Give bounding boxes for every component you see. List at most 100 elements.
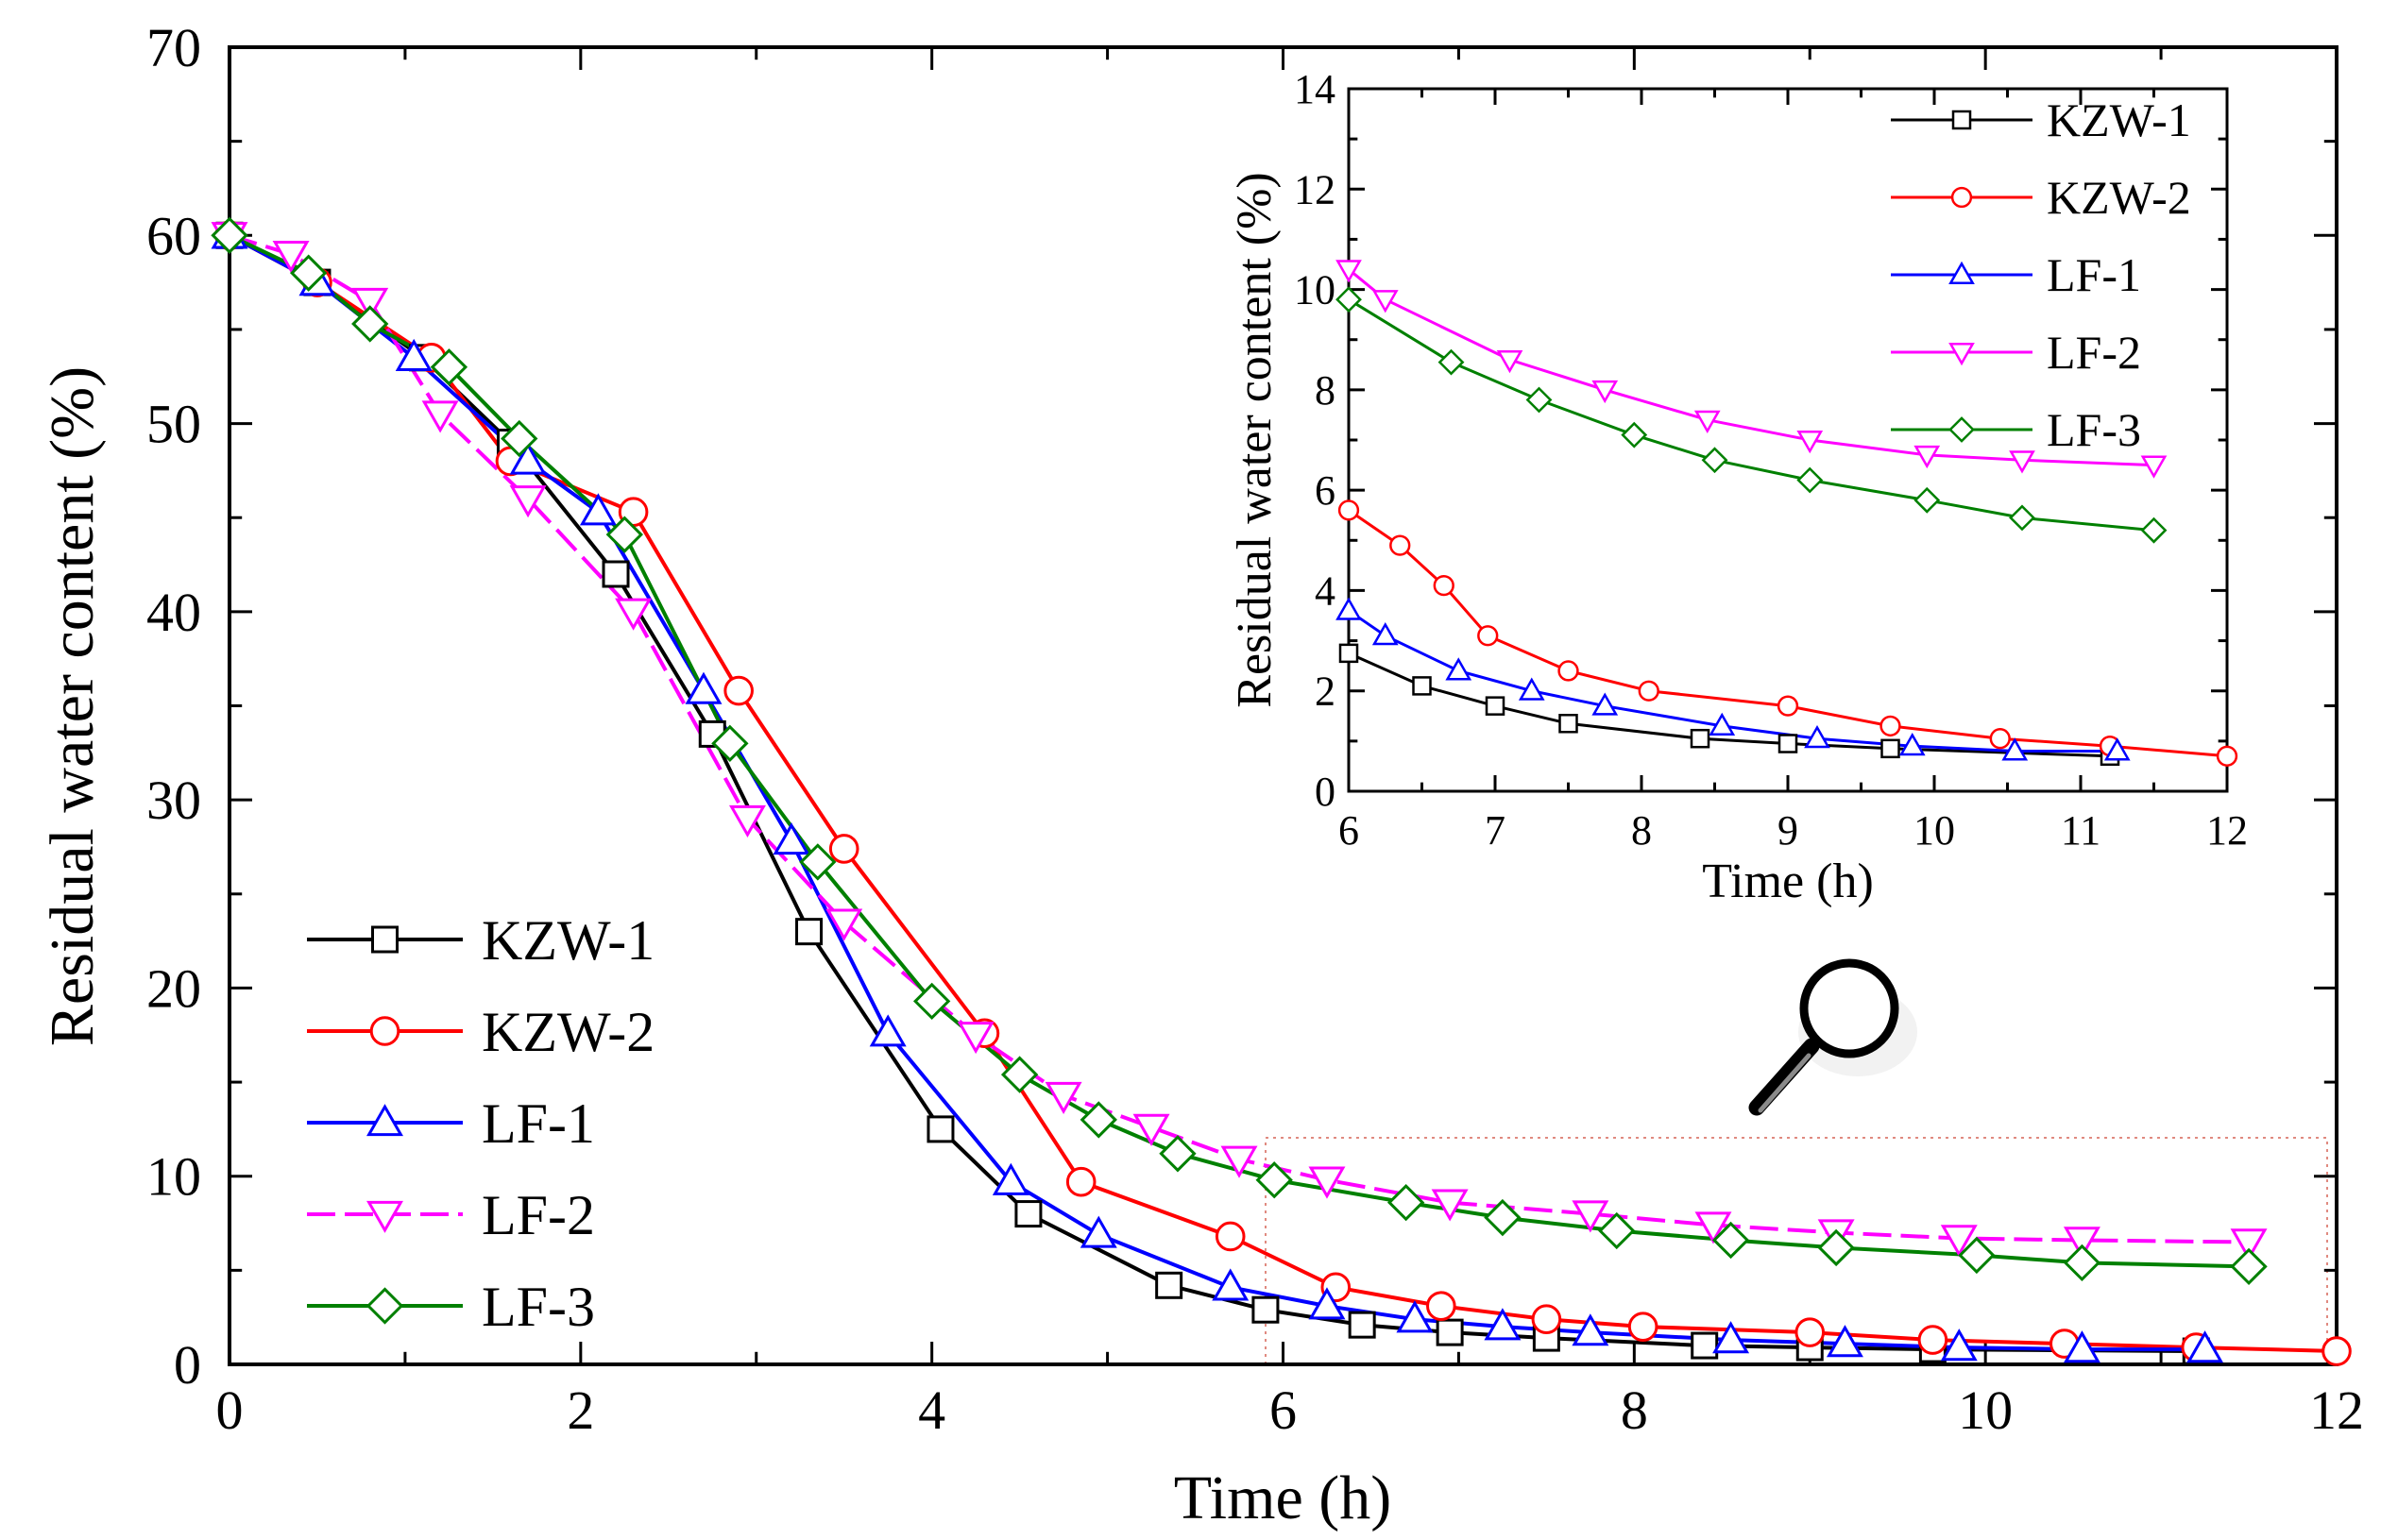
main-data-point-lf-3 bbox=[430, 348, 468, 386]
inset-data-point-lf-1 bbox=[1371, 622, 1399, 646]
inset-y-tick-label: 6 bbox=[1315, 467, 1335, 514]
main-data-point-lf-1 bbox=[1826, 1325, 1863, 1358]
main-y-tick-label: 70 bbox=[146, 17, 201, 78]
magnifier-icon bbox=[1748, 958, 1917, 1116]
main-data-point-lf-2 bbox=[1431, 1189, 1469, 1222]
inset-series-line-lf-1 bbox=[1348, 609, 2117, 753]
inset-data-point-lf-2 bbox=[1496, 349, 1523, 374]
inset-legend-marker-kzw-2 bbox=[1950, 186, 1973, 209]
main-legend-marker-lf-2 bbox=[366, 1200, 403, 1233]
inset-data-point-kzw-2 bbox=[1557, 660, 1579, 682]
inset-tick-labels: 6 7 8 9 10 11 12 0 2 4 6 8 10 12 14 bbox=[1294, 66, 2248, 854]
inset-legend-label-lf-2: LF-2 bbox=[2047, 326, 2141, 379]
inset-data-point-lf-2 bbox=[1371, 290, 1399, 313]
main-data-point-lf-1 bbox=[395, 338, 433, 371]
main-x-tick-label: 12 bbox=[2309, 1379, 2364, 1441]
inset-data-point-lf-1 bbox=[1804, 724, 1830, 749]
inset-x-tick-label: 9 bbox=[1777, 807, 1798, 854]
main-data-point-lf-3 bbox=[1080, 1101, 1117, 1139]
main-x-axis-title: Time (h) bbox=[1174, 1464, 1391, 1532]
main-data-point-kzw-1 bbox=[1251, 1295, 1280, 1324]
main-series-markers bbox=[211, 216, 2352, 1366]
main-legend: KZW-1 KZW-2 LF-1 LF-2 LF-3 bbox=[307, 909, 655, 1338]
main-data-point-lf-2 bbox=[825, 908, 863, 941]
main-data-point-lf-2 bbox=[1132, 1113, 1170, 1146]
main-data-point-lf-2 bbox=[2230, 1228, 2268, 1261]
inset-data-point-kzw-1 bbox=[1777, 734, 1798, 753]
main-data-point-lf-1 bbox=[1940, 1328, 1978, 1362]
inset-data-point-kzw-1 bbox=[1412, 676, 1432, 696]
main-y-tick-label: 60 bbox=[146, 205, 201, 266]
main-data-point-lf-1 bbox=[1396, 1300, 1434, 1333]
inset-data-point-kzw-2 bbox=[1879, 715, 1901, 737]
main-data-point-kzw-1 bbox=[1155, 1271, 1183, 1299]
inset-data-point-kzw-1 bbox=[1880, 738, 1900, 759]
main-markers-lf-2 bbox=[211, 222, 2268, 1261]
inset-plot-background bbox=[1349, 89, 2227, 791]
inset-legend-item-lf-1: LF-1 bbox=[1891, 248, 2141, 301]
zoom-region-box bbox=[1265, 1137, 2328, 1365]
main-data-point-lf-2 bbox=[1045, 1081, 1082, 1114]
main-data-point-kzw-2 bbox=[2321, 1336, 2352, 1366]
inset-markers-lf-2 bbox=[1335, 260, 2168, 479]
inset-plot: 6 7 8 9 10 11 12 0 2 4 6 8 10 12 14 Time (h) Residual … bbox=[1228, 66, 2248, 908]
inset-data-point-lf-3 bbox=[1621, 421, 1648, 448]
main-x-tick-label: 10 bbox=[1958, 1379, 2013, 1441]
main-x-tick-label: 8 bbox=[1621, 1379, 1648, 1441]
inset-legend-item-kzw-2: KZW-2 bbox=[1891, 171, 2191, 224]
inset-markers-lf-3 bbox=[1335, 286, 2168, 544]
inset-data-point-lf-1 bbox=[1898, 732, 1926, 756]
main-data-point-lf-2 bbox=[1572, 1200, 1609, 1233]
inset-legend-marker-lf-3 bbox=[1948, 416, 1975, 443]
main-data-point-lf-3 bbox=[1958, 1236, 1996, 1275]
main-data-point-lf-3 bbox=[799, 843, 837, 881]
main-data-point-lf-2 bbox=[351, 287, 389, 320]
main-data-point-lf-3 bbox=[1159, 1135, 1197, 1173]
inset-legend-marker-lf-2 bbox=[1948, 342, 1975, 366]
inset-legend-label-kzw-2: KZW-2 bbox=[2047, 171, 2191, 224]
main-data-point-lf-2 bbox=[728, 804, 766, 838]
inset-legend-item-kzw-1: KZW-1 bbox=[1891, 93, 2191, 146]
main-legend-label-lf-2: LF-2 bbox=[482, 1184, 595, 1246]
inset-legend-item-lf-3: LF-3 bbox=[1891, 403, 2141, 456]
main-y-tick-label: 0 bbox=[174, 1334, 201, 1396]
main-data-point-lf-1 bbox=[1212, 1268, 1250, 1301]
main-data-point-lf-2 bbox=[1220, 1145, 1258, 1178]
main-legend-label-lf-1: LF-1 bbox=[482, 1092, 595, 1155]
main-markers-lf-3 bbox=[211, 216, 2268, 1286]
inset-data-point-lf-2 bbox=[1796, 430, 1824, 454]
main-data-point-lf-3 bbox=[211, 216, 248, 254]
inset-x-tick-label: 11 bbox=[2061, 807, 2100, 854]
main-data-point-lf-3 bbox=[711, 724, 749, 763]
inset-data-point-lf-1 bbox=[2001, 737, 2029, 761]
inset-data-point-lf-1 bbox=[1591, 692, 1619, 716]
main-data-point-kzw-1 bbox=[1436, 1318, 1464, 1346]
main-data-point-lf-3 bbox=[289, 254, 328, 292]
main-data-point-lf-1 bbox=[1308, 1287, 1346, 1320]
main-data-point-kzw-2 bbox=[828, 834, 859, 864]
main-y-tick-label: 30 bbox=[146, 770, 201, 831]
main-data-point-lf-3 bbox=[1484, 1198, 1522, 1237]
main-data-point-lf-1 bbox=[992, 1162, 1029, 1195]
main-data-point-lf-1 bbox=[509, 442, 547, 475]
main-data-point-lf-3 bbox=[1255, 1161, 1293, 1199]
main-data-point-lf-1 bbox=[685, 671, 723, 704]
inset-data-point-lf-2 bbox=[1335, 260, 1362, 283]
main-data-point-lf-2 bbox=[272, 241, 310, 274]
main-legend-item-lf-2: LF-2 bbox=[307, 1184, 595, 1246]
inset-y-axis-title: Residual water content (%) bbox=[1228, 172, 1282, 707]
main-legend-item-lf-1: LF-1 bbox=[307, 1092, 595, 1155]
inset-x-axis-title: Time (h) bbox=[1702, 855, 1874, 908]
inset-data-point-lf-1 bbox=[1445, 657, 1472, 681]
inset-data-point-lf-2 bbox=[1591, 380, 1619, 404]
inset-x-tick-label: 7 bbox=[1485, 807, 1505, 854]
main-data-point-lf-1 bbox=[579, 493, 617, 526]
inset-data-point-lf-3 bbox=[2140, 516, 2168, 544]
main-data-point-lf-3 bbox=[2230, 1247, 2268, 1286]
inset-legend: KZW-1 KZW-2 LF-1 LF-2 LF-3 bbox=[1891, 93, 2191, 456]
main-data-point-lf-1 bbox=[1712, 1321, 1750, 1354]
main-data-point-kzw-1 bbox=[602, 560, 630, 588]
main-data-point-lf-2 bbox=[1308, 1166, 1346, 1199]
main-data-point-lf-3 bbox=[1711, 1221, 1750, 1260]
main-data-point-kzw-1 bbox=[1014, 1200, 1043, 1228]
